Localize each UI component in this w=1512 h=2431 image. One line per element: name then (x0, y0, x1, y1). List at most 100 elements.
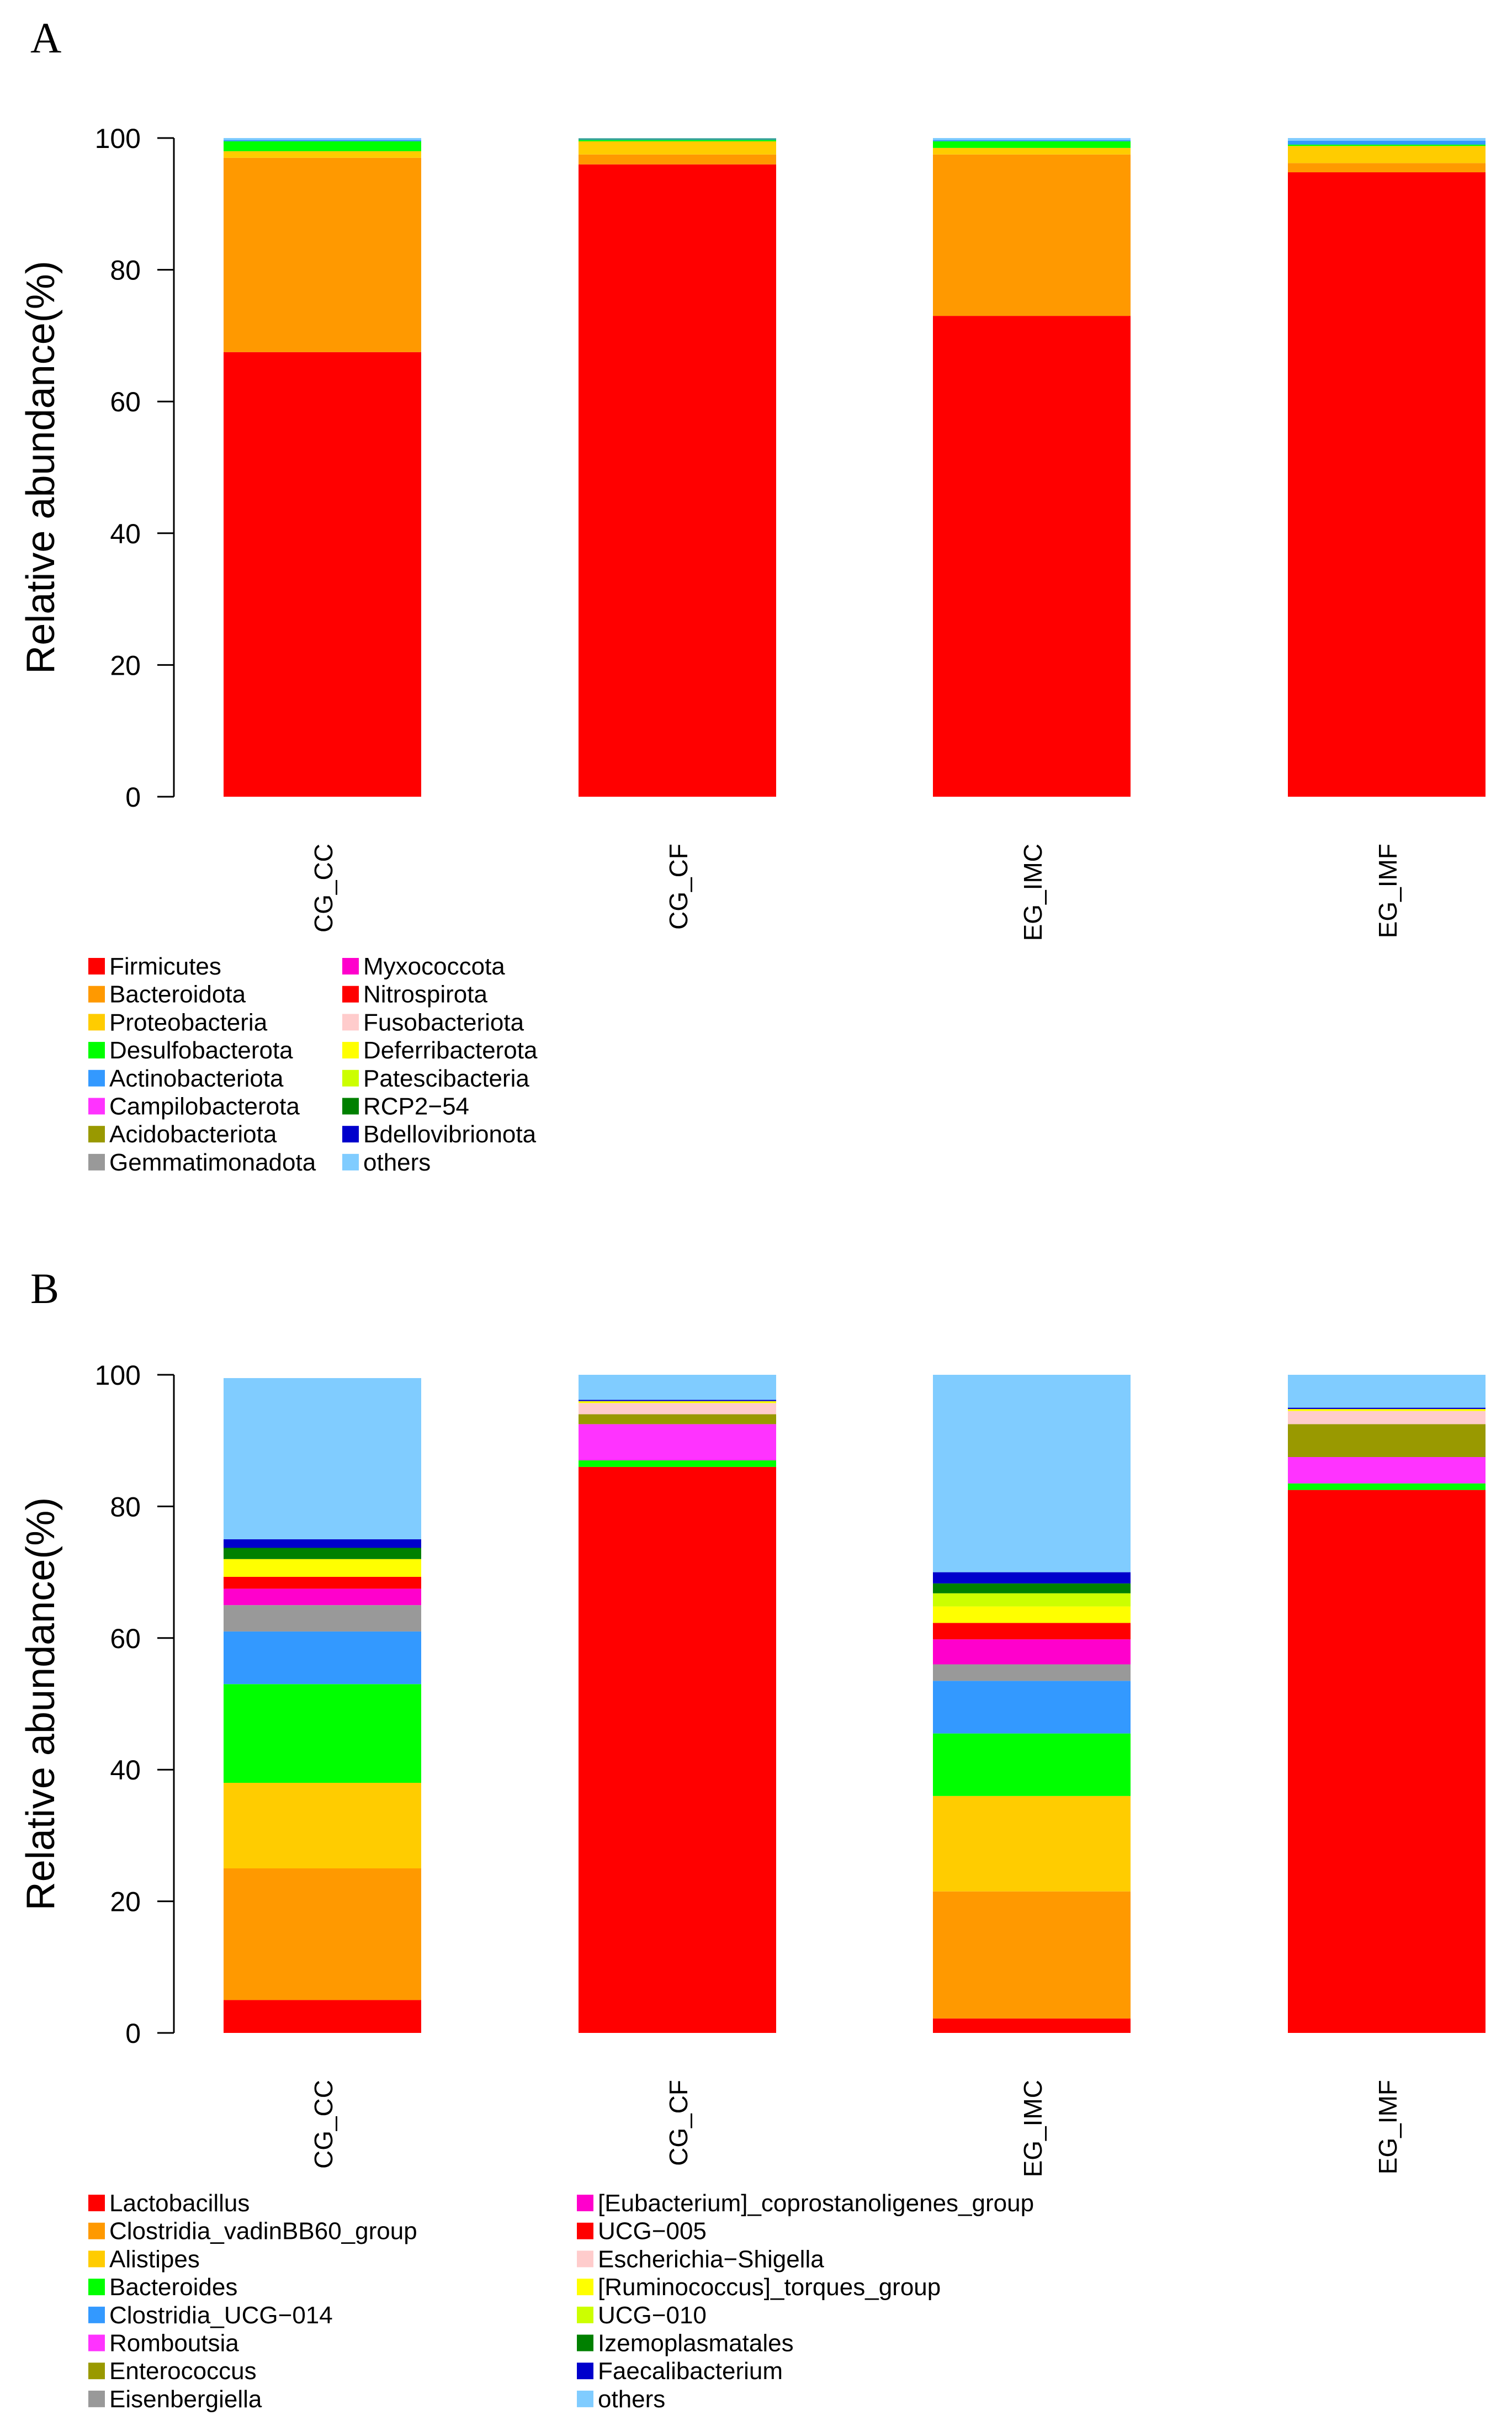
bar-segment-enterococcus-eg-imf (1288, 1424, 1486, 1457)
y-tick-label: 40 (110, 518, 141, 549)
x-tick-label-cg-cf: CG_CF (664, 2080, 693, 2166)
y-axis-label: Relative abundance(%) (19, 1497, 63, 1910)
bar-segment-others-eg-imf (1288, 138, 1486, 141)
bar-segment-lactobacillus-eg-imc (933, 2018, 1131, 2033)
legend-swatch-deferribacterota (342, 1042, 359, 1059)
legend-label-rcp2-54: RCP2−54 (363, 1093, 469, 1120)
panel-a: A 0 20 40 60 80 100 Relative abundance(%) CG_CC C… (19, 14, 1486, 1176)
legend-swatch-izemoplasmatales (577, 2334, 593, 2351)
legend-swatch-actinobacteriota (88, 1069, 105, 1087)
legend-swatch-eisenbergiella (88, 2390, 105, 2407)
legend-swatch-proteobacteria (88, 1014, 105, 1031)
bar-segment-ruminococcus-torques-group-eg-imf (1288, 1408, 1486, 1411)
legend-label-patescibacteria: Patescibacteria (363, 1065, 529, 1092)
panel-b: B 0 20 40 60 80 100 Relative abundance(%) CG_CC C… (19, 1264, 1486, 2413)
bar-segment-bacteroidota-eg-imc (933, 154, 1131, 316)
bar-segment-others-eg-imc (933, 138, 1131, 140)
bar-segment-actinobacteriota-cg-cf (579, 139, 776, 140)
legend-label-bacteroides: Bacteroides (109, 2274, 237, 2301)
legend-swatch-ucg-010 (577, 2306, 593, 2323)
legend-swatch-patescibacteria (342, 1069, 359, 1087)
bar-segment-proteobacteria-cg-cf (579, 141, 776, 155)
legend-label-lactobacillus: Lactobacillus (109, 2190, 250, 2217)
legend-swatch-gemmatimonadota (88, 1153, 105, 1171)
legend-swatch-bdellovibrionota (342, 1126, 359, 1143)
bar-segment-proteobacteria-eg-imc (933, 147, 1131, 155)
y-tick-label: 20 (110, 650, 141, 681)
bar-segment-desulfobacterota-cg-cf (579, 140, 776, 141)
bar-segment-ruminococcus-torques-group-cg-cc (224, 1559, 421, 1577)
legend-label-gemmatimonadota: Gemmatimonadota (109, 1149, 316, 1176)
bar-segment-ruminococcus-torques-group-eg-imc (933, 1606, 1131, 1623)
legend-swatch-ucg-005 (577, 2222, 593, 2239)
legend-label-desulfobacterota: Desulfobacterota (109, 1037, 293, 1064)
legend-swatch-clostridia-ucg-014 (88, 2306, 105, 2323)
legend-label-deferribacterota: Deferribacterota (363, 1037, 538, 1064)
bar-segment-romboutsia-eg-imf (1288, 1457, 1486, 1484)
bar-segment-actinobacteriota-eg-imc (933, 140, 1131, 141)
legend-swatch-escherichia-shigella (577, 2250, 593, 2268)
bar-segment-alistipes-cg-cc (224, 1783, 421, 1868)
bar-segment-clostridia-vadinbb60-group-eg-imc (933, 1891, 1131, 2019)
legend-swatch-myxococcota (342, 958, 359, 974)
legend-label-nitrospirota: Nitrospirota (363, 981, 487, 1008)
bar-segment-escherichia-shigella-cg-cf (579, 1403, 776, 1415)
bar-segment-faecalibacterium-cg-cf (579, 1400, 776, 1401)
legend-label-acidobacteriota: Acidobacteriota (109, 1121, 277, 1148)
y-tick-label: 80 (110, 1491, 141, 1522)
legend-label-escherichia-shigella: Escherichia−Shigella (598, 2245, 824, 2273)
bar-segment-actinobacteriota-eg-imf (1288, 140, 1486, 145)
bar-segment-desulfobacterota-eg-imf (1288, 144, 1486, 146)
legend-label-proteobacteria: Proteobacteria (109, 1009, 268, 1036)
legend-label-ruminococcus-torques-group: [Ruminococcus]_torques_group (598, 2274, 941, 2301)
bar-segment-others-eg-imf (1288, 1375, 1486, 1408)
bar-segment-izemoplasmatales-cg-cc (224, 1548, 421, 1559)
bar-segment-clostridia-ucg-014-eg-imc (933, 1681, 1131, 1734)
x-tick-label-eg-imf: EG_IMF (1373, 2080, 1402, 2174)
bar-segment-bacteroides-eg-imc (933, 1733, 1131, 1796)
legend-label-ucg-010: UCG−010 (598, 2302, 707, 2329)
y-tick-label: 100 (95, 123, 141, 154)
legend-label-campilobacterota: Campilobacterota (109, 1093, 300, 1120)
bar-segment-eubacterium-coprostanoligenes-group-cg-cc (224, 1588, 421, 1606)
bar-segment-others-cg-cc (224, 1378, 421, 1539)
legend-label-others: others (363, 1149, 431, 1176)
y-tick-label: 60 (110, 1623, 141, 1654)
legend-swatch-alistipes (88, 2250, 105, 2268)
bar-segment-faecalibacterium-cg-cc (224, 1539, 421, 1548)
bar-segment-firmicutes-cg-cf (579, 164, 776, 797)
legend-label-others: others (598, 2386, 665, 2413)
bar-segment-alistipes-eg-imc (933, 1796, 1131, 1892)
bar-segment-desulfobacterota-cg-cc (224, 141, 421, 151)
panel-label: B (30, 1264, 59, 1312)
legend-label-alistipes: Alistipes (109, 2245, 200, 2273)
y-tick-label: 80 (110, 255, 141, 286)
x-tick-label-cg-cc: CG_CC (309, 2080, 338, 2169)
legend-swatch-enterococcus (88, 2363, 105, 2380)
bar-segment-enterococcus-cg-cf (579, 1414, 776, 1424)
y-tick-label: 20 (110, 1887, 141, 1918)
legend-label-izemoplasmatales: Izemoplasmatales (598, 2330, 794, 2357)
bar-segment-bacteroidota-cg-cc (224, 157, 421, 352)
bar-segment-eisenbergiella-eg-imc (933, 1664, 1131, 1681)
bar-segment-escherichia-shigella-eg-imf (1288, 1411, 1486, 1424)
legend-label-faecalibacterium: Faecalibacterium (598, 2358, 783, 2385)
panel-label: A (30, 14, 61, 62)
bar-segment-firmicutes-eg-imf (1288, 172, 1486, 797)
legend-swatch-eubacterium-coprostanoligenes-group (577, 2195, 593, 2211)
legend-swatch-others (342, 1153, 359, 1171)
bar-segment-bacteroides-cg-cf (579, 1460, 776, 1467)
bar-segment-clostridia-ucg-014-cg-cc (224, 1631, 421, 1685)
legend-swatch-bacteroides (88, 2279, 105, 2296)
bar-segment-ucg-005-cg-cc (224, 1576, 421, 1589)
legend-swatch-firmicutes (88, 958, 105, 974)
bar-segment-izemoplasmatales-eg-imc (933, 1583, 1131, 1593)
legend-swatch-romboutsia (88, 2334, 105, 2351)
bar-segment-ucg-010-eg-imc (933, 1593, 1131, 1607)
legend-swatch-bacteroidota (88, 986, 105, 1003)
legend-label-ucg-005: UCG−005 (598, 2218, 707, 2245)
y-tick-label: 0 (125, 782, 141, 813)
bar-segment-others-cg-cf (579, 138, 776, 139)
y-tick-label: 60 (110, 386, 141, 417)
